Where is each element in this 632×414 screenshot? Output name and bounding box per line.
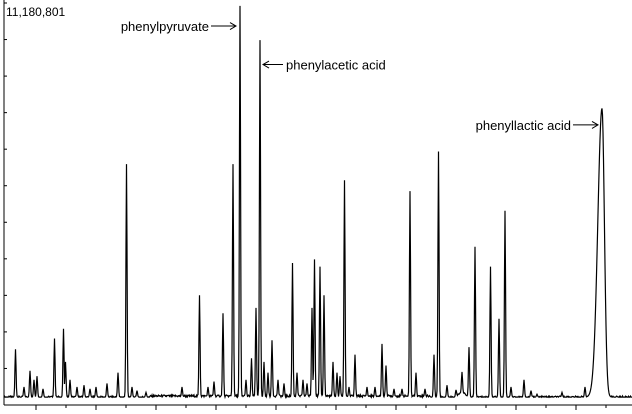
x-ticks <box>35 405 607 410</box>
annotation-2: phenyllactic acid <box>476 118 599 133</box>
annotation-label: phenylpyruvate <box>121 19 209 34</box>
annotation-0: phenylpyruvate <box>121 19 237 34</box>
annotation-1: phenylacetic acid <box>262 58 386 73</box>
annotation-arrowhead <box>591 120 599 129</box>
peak-annotations: phenylpyruvate phenylacetic acid phenyllac… <box>121 19 599 133</box>
annotation-arrowhead <box>262 60 270 69</box>
chromatogram-trace <box>3 5 632 400</box>
annotation-label: phenyllactic acid <box>476 118 571 133</box>
y-max-label: 11,180,801 <box>6 5 65 19</box>
annotation-arrowhead <box>229 22 237 30</box>
y-ticks <box>4 2 7 406</box>
annotation-label: phenylacetic acid <box>286 58 386 73</box>
